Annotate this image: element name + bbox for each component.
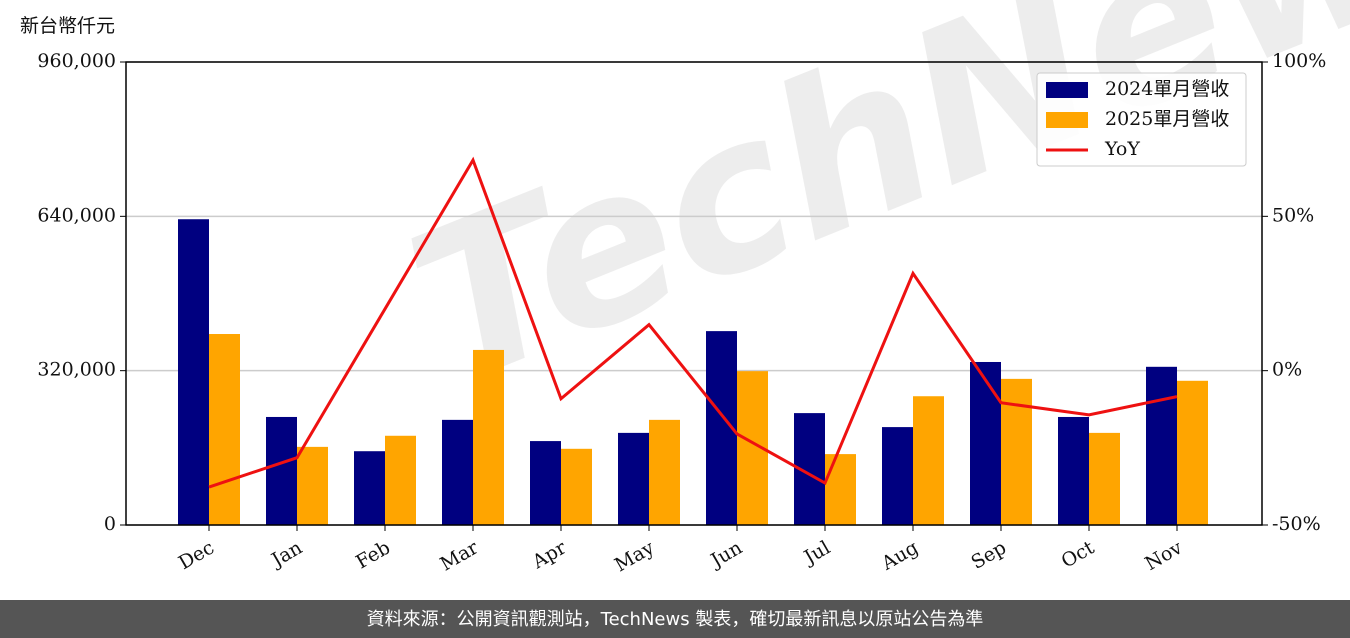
plot-frame [125,61,1263,526]
x-tick-label: Jun [705,537,746,573]
y2-tick-label: 0% [1272,359,1302,381]
bar [442,419,473,525]
bar [473,349,504,525]
bar [649,419,680,525]
bar [1177,380,1208,525]
legend-swatch [1046,112,1088,128]
x-tick-label: Sep [967,537,1010,574]
y2-tick-label: 50% [1272,204,1314,226]
bar [561,448,592,525]
y-tick-label: 960,000 [37,50,116,72]
bar [297,446,328,525]
bar [882,427,913,525]
y2-tick-label: 100% [1272,50,1326,72]
x-tick-label: Jul [799,537,834,570]
footer-bar [0,600,1350,638]
bar [618,432,649,525]
x-tick-label: Feb [352,537,394,574]
legend-box [1036,72,1247,167]
bar [266,416,297,525]
bar [970,361,1001,525]
bar [354,451,385,525]
y2-tick-label: -50% [1272,513,1321,535]
x-tick-label: Aug [877,537,922,576]
legend-label: 2024單月營收 [1105,78,1229,100]
x-tick-label: Oct [1058,536,1099,572]
bar [1089,432,1120,525]
x-tick-label: Apr [528,536,571,573]
line [208,156,1178,489]
bar [385,435,416,525]
bar [913,396,944,525]
x-tick-label: Mar [436,536,482,575]
bar [825,454,856,525]
x-tick-label: Nov [1141,536,1186,575]
x-tick-label: May [611,536,658,576]
bar [1001,378,1032,525]
legend-label: YoY [1104,138,1140,160]
y-tick-label: 640,000 [37,204,116,226]
bar [1058,416,1089,525]
bar [530,441,561,525]
y-tick-label: 320,000 [37,359,116,381]
x-tick-label: Jan [266,537,306,573]
legend-swatch [1046,82,1088,98]
bar [178,219,209,525]
y-axis-label: 新台幣仟元 [20,15,115,37]
footer: 資料來源：公開資訊觀測站，TechNews 製表，確切最新訊息以原站公告為準 [367,609,984,630]
bar [1146,366,1177,525]
bar [209,334,240,525]
legend-label: 2025單月營收 [1105,108,1229,130]
x-tick-label: Dec [175,537,218,575]
y-tick-label: 0 [104,513,116,535]
